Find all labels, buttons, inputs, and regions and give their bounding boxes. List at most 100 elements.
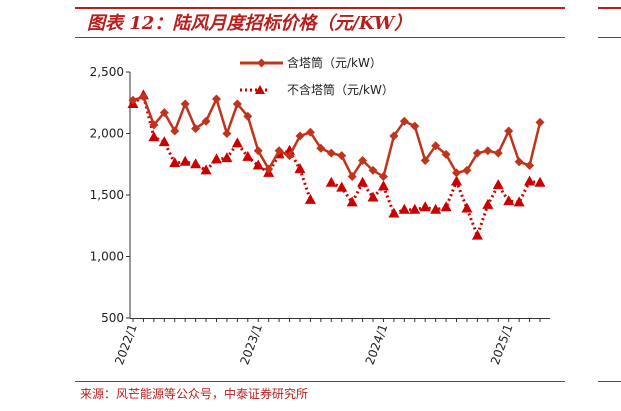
side-rule-top <box>598 7 621 9</box>
data-point-with-tower <box>535 117 545 127</box>
data-point-without-tower <box>377 180 389 191</box>
data-point-without-tower <box>200 164 212 175</box>
data-point-with-tower <box>191 124 201 134</box>
data-point-with-tower <box>472 148 482 158</box>
side-rule-bottom <box>598 381 621 382</box>
y-tick-label: 2,000 <box>90 127 124 141</box>
data-point-without-tower <box>451 175 463 186</box>
legend-label-with-tower: 含塔筒（元/kW） <box>287 55 382 70</box>
data-point-with-tower <box>514 157 524 167</box>
legend-marker-without-tower <box>255 85 265 94</box>
series-line-without-tower <box>330 177 541 240</box>
data-point-without-tower <box>409 203 421 214</box>
y-tick-label: 2,500 <box>90 65 124 79</box>
data-point-with-tower <box>149 120 159 130</box>
x-tick-label: 2024/1 <box>363 322 391 366</box>
data-point-without-tower <box>440 201 452 212</box>
data-point-without-tower <box>148 131 160 142</box>
y-tick-label: 1,000 <box>90 250 124 264</box>
data-point-with-tower <box>232 99 242 109</box>
data-point-with-tower <box>285 151 295 161</box>
data-point-without-tower <box>482 198 494 209</box>
data-point-without-tower <box>357 176 369 187</box>
legend-marker-with-tower <box>257 58 266 68</box>
data-point-with-tower <box>452 168 462 178</box>
x-tick-label: 2025/1 <box>488 322 516 366</box>
data-point-with-tower <box>462 165 472 175</box>
data-point-without-tower <box>388 207 400 218</box>
data-point-with-tower <box>347 172 357 182</box>
data-point-without-tower <box>242 150 254 161</box>
title-bottom-rule <box>75 37 565 38</box>
data-point-without-tower <box>513 196 525 207</box>
source-note: 来源：风芒能源等公众号，中泰证券研究所 <box>80 387 309 401</box>
data-point-with-tower <box>504 126 514 136</box>
data-point-without-tower <box>461 202 473 213</box>
data-point-with-tower <box>399 116 409 126</box>
data-point-with-tower <box>493 148 503 158</box>
data-point-without-tower <box>190 158 202 169</box>
data-point-without-tower <box>346 196 358 207</box>
data-point-without-tower <box>492 179 504 190</box>
data-point-without-tower <box>524 175 536 186</box>
data-point-with-tower <box>389 131 399 141</box>
data-point-without-tower <box>534 176 546 187</box>
data-point-with-tower <box>316 143 326 153</box>
data-point-with-tower <box>483 146 493 156</box>
data-point-with-tower <box>170 126 180 136</box>
data-point-with-tower <box>159 108 169 118</box>
data-point-without-tower <box>430 203 442 214</box>
data-point-with-tower <box>180 99 190 109</box>
figure-title-bar: 图表 12：陆风月度招标价格（元/KW） <box>75 0 565 38</box>
data-point-without-tower <box>221 152 233 163</box>
data-point-without-tower <box>294 163 306 174</box>
data-point-without-tower <box>503 195 515 206</box>
y-tick-label: 1,500 <box>90 188 124 202</box>
legend-label-without-tower: 不含塔筒（元/kW） <box>287 82 394 97</box>
y-tick-label: 500 <box>101 311 124 325</box>
data-point-with-tower <box>326 148 336 158</box>
data-point-without-tower <box>231 137 243 148</box>
data-point-with-tower <box>128 95 138 105</box>
data-point-with-tower <box>431 141 441 151</box>
data-point-without-tower <box>336 181 348 192</box>
data-point-with-tower <box>420 156 430 166</box>
side-rule-mid <box>598 37 621 38</box>
data-point-with-tower <box>264 164 274 174</box>
data-point-with-tower <box>358 156 368 166</box>
source-top-rule <box>75 381 565 382</box>
data-point-with-tower <box>337 151 347 161</box>
data-point-without-tower <box>471 229 483 240</box>
data-point-without-tower <box>325 176 337 187</box>
data-point-without-tower <box>398 203 410 214</box>
series-line-with-tower <box>132 95 542 180</box>
figure-title: 图表 12：陆风月度招标价格（元/KW） <box>87 13 413 34</box>
series-line-without-tower <box>132 92 312 201</box>
data-point-without-tower <box>304 193 316 204</box>
data-point-without-tower <box>367 191 379 202</box>
data-point-without-tower <box>158 136 170 147</box>
data-point-with-tower <box>138 92 148 102</box>
data-point-with-tower <box>274 146 284 156</box>
data-point-without-tower <box>169 157 181 168</box>
data-point-without-tower <box>179 155 191 166</box>
chart-series <box>127 89 546 240</box>
data-point-with-tower <box>305 127 315 137</box>
data-point-without-tower <box>252 159 264 170</box>
data-point-with-tower <box>368 165 378 175</box>
data-point-with-tower <box>525 160 535 170</box>
x-tick-label: 2023/1 <box>237 322 265 366</box>
data-point-without-tower <box>419 201 431 212</box>
data-point-with-tower <box>243 111 253 121</box>
data-point-with-tower <box>201 116 211 126</box>
title-top-rule <box>75 7 565 9</box>
data-point-without-tower <box>210 153 222 164</box>
data-point-with-tower <box>253 146 263 156</box>
data-point-with-tower <box>441 149 451 159</box>
data-point-with-tower <box>378 172 388 182</box>
data-point-with-tower <box>295 131 305 141</box>
x-tick-label: 2022/1 <box>112 322 140 366</box>
data-point-with-tower <box>410 121 420 131</box>
